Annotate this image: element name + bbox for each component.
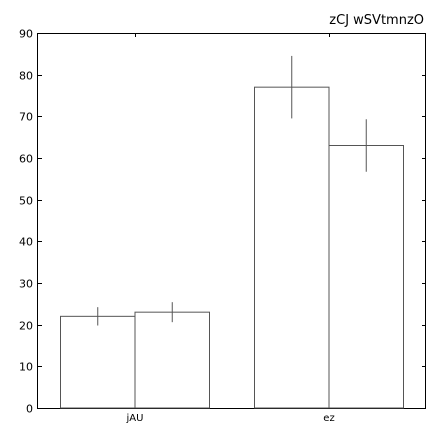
- y-tick-label: 80: [19, 70, 33, 83]
- x-tick-label: jAU: [126, 413, 144, 424]
- bars-group: [60, 55, 404, 409]
- y-tick-label: 40: [19, 236, 33, 249]
- x-tick-label: ez: [323, 413, 334, 424]
- y-tick-label: 20: [19, 320, 33, 333]
- y-tick-label: 70: [19, 111, 33, 124]
- bar-ez-series-1: [254, 86, 330, 409]
- y-tick-label: 30: [19, 278, 33, 291]
- y-tick-label: 0: [26, 403, 33, 416]
- plot-frame: [37, 33, 426, 409]
- chart-title: zCJ wSVtmnzO: [329, 13, 424, 28]
- y-tick-label: 50: [19, 195, 33, 208]
- y-tick-label: 60: [19, 153, 33, 166]
- y-axis: 0 10 20 30 40 50 60 70 80 90: [19, 28, 426, 416]
- y-tick-label: 10: [19, 361, 33, 374]
- bar-ez-series-2: [328, 145, 404, 409]
- bar-jAU-series-2: [134, 311, 210, 409]
- y-tick-label: 90: [19, 28, 33, 41]
- bar-jAU-series-1: [60, 315, 136, 409]
